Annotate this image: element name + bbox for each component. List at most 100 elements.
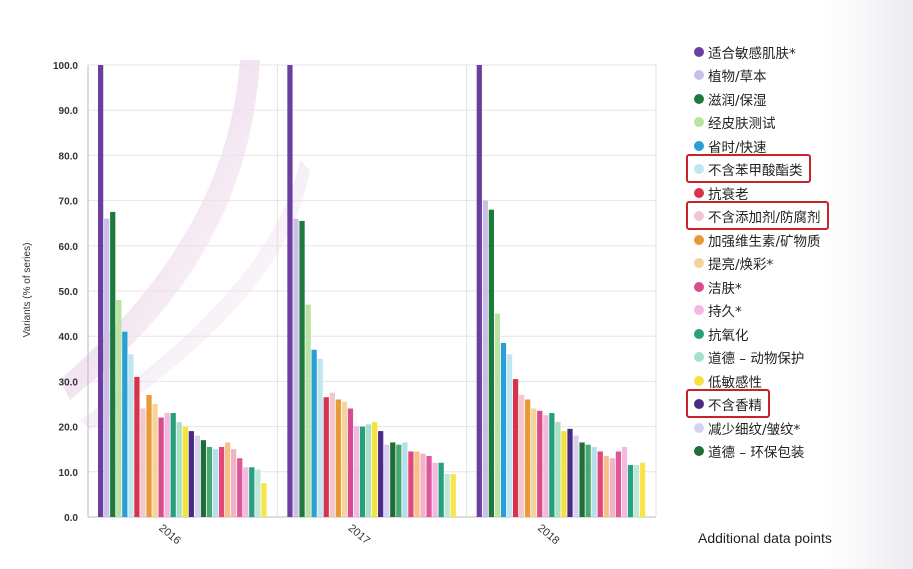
legend-dot-icon [694,70,704,81]
legend-item: 减少细纹/皱纹* [694,416,909,440]
bar [170,413,176,517]
legend-label: 道德 – 环保包装 [708,445,805,462]
x-tick-label: 2017 [346,522,372,547]
bar [597,451,603,517]
bar [311,349,317,517]
bar [194,435,201,517]
bar [359,426,366,517]
y-tick-label: 100.0 [53,61,78,72]
legend-dot-icon [694,234,704,245]
legend-item: 低敏感性 [694,369,909,393]
bar [444,474,450,517]
legend-label: 抗氧化 [708,327,749,344]
legend-item: 适合敏感肌肤* [694,40,909,64]
bar [579,442,585,517]
legend-item: 省时/快速 [694,134,909,158]
bar [390,442,396,517]
bar [450,474,456,517]
legend-label: 抗衰老 [708,186,749,203]
legend-dot-icon [694,164,704,175]
bar [396,444,402,517]
bar [615,451,622,517]
legend-label: 不含香精 [708,398,762,415]
bar [261,483,267,517]
legend-label: 不含苯甲酸酯类 [708,163,803,180]
legend-dot-icon [694,305,704,316]
additional-data-points-label: Additional data points [698,530,832,546]
bar [372,422,378,517]
legend-dot-icon [694,187,704,198]
legend-label: 加强维生素/矿物质 [708,233,821,250]
legend-label: 滋润/保湿 [708,92,767,109]
bar [128,354,134,517]
bar [353,426,360,517]
y-tick-label: 0.0 [64,513,78,524]
x-tick-label: 2016 [156,522,182,547]
legend-item: 经皮肤测试 [694,111,909,135]
bar [122,331,128,517]
legend-dot-icon [694,446,704,457]
bar [500,342,507,517]
bar [621,446,628,517]
bar [104,218,110,517]
bar [243,467,249,517]
legend-highlight-box [686,153,811,183]
legend-item: 道德 – 环保包装 [694,440,909,464]
legend-item: 提亮/焕彩* [694,252,909,276]
bar [218,446,225,517]
legend-dot-icon [694,399,704,410]
legend-item: 道德 – 动物保护 [694,346,909,370]
legend-highlight-box [686,388,770,418]
bar [365,424,372,517]
bar [188,431,194,517]
bar [506,354,513,517]
bar [293,218,299,517]
legend-dot-icon [694,328,704,339]
legend-item: 植物/草本 [694,64,909,88]
legend-label: 持久* [708,304,742,321]
bar [347,408,354,517]
legend-label: 道德 – 动物保护 [708,351,805,368]
bar [537,410,543,517]
x-tick-label: 2018 [535,522,561,547]
legend-item: 抗氧化 [694,322,909,346]
bar [408,451,414,517]
legend-item: 持久* [694,299,909,323]
bar [555,422,561,517]
bar [341,401,348,517]
legend: 适合敏感肌肤* 植物/草本 滋润/保湿 经皮肤测试 省时/快速 不含苯甲酸酯类 抗衰老 不含添… [686,40,909,464]
bar [140,408,146,517]
bar [231,449,237,517]
bar [249,467,255,517]
legend-dot-icon [694,352,704,363]
bar [329,392,335,517]
bar [212,449,219,517]
bar [426,455,432,517]
bar [287,65,293,517]
bar [317,358,323,517]
legend-label: 省时/快速 [708,139,767,156]
bar [182,426,188,517]
bar [512,379,519,517]
bar [476,65,482,517]
bar [402,442,408,517]
legend-dot-icon [694,375,704,386]
y-tick-label: 70.0 [59,197,79,208]
bar [158,417,164,517]
bar [200,440,207,517]
bar [519,394,525,517]
bar [134,376,140,517]
bar [146,394,152,517]
bar [237,458,243,517]
bar [110,211,116,517]
bar [603,455,609,517]
legend-label: 经皮肤测试 [708,116,776,133]
bar [335,399,341,517]
bar [206,446,213,517]
y-tick-label: 90.0 [59,106,79,117]
y-tick-label: 40.0 [59,332,79,343]
y-tick-label: 30.0 [59,377,79,388]
legend-dot-icon [694,93,704,104]
bar [323,397,329,517]
